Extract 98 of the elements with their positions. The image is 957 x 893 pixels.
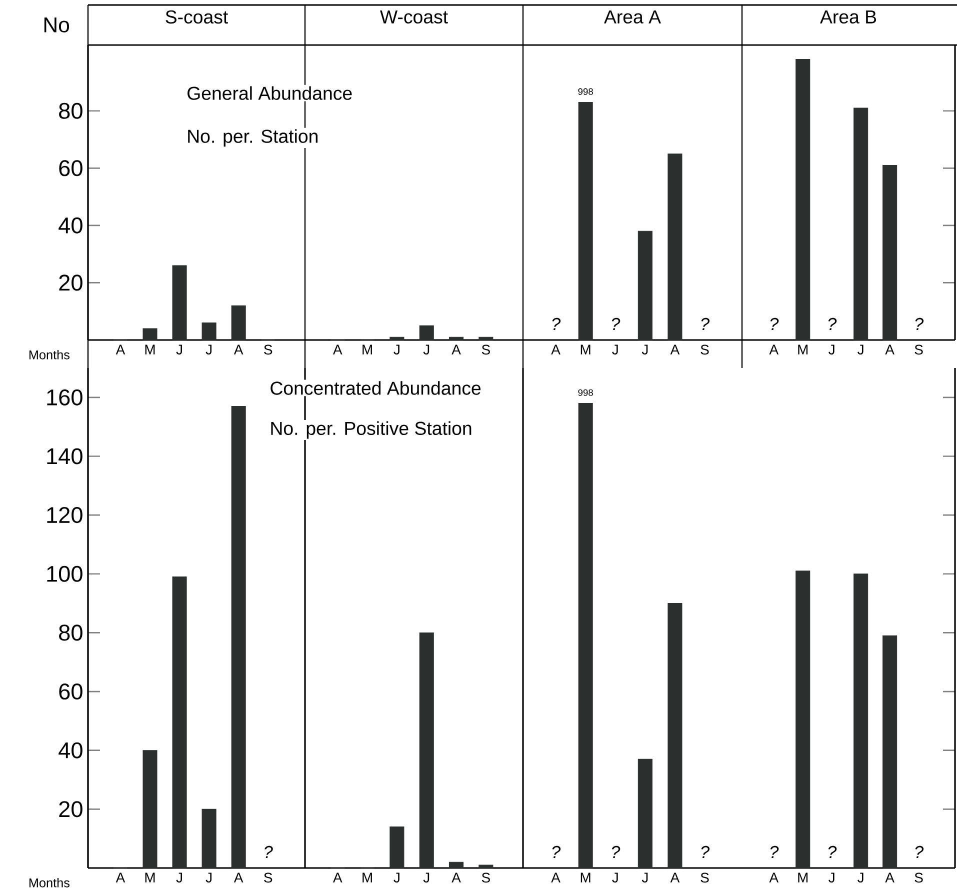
text: ? <box>770 846 779 858</box>
bar <box>231 406 246 868</box>
x-tick-label: J <box>858 344 864 354</box>
x-tick-label: M <box>362 872 372 882</box>
x-tick-label: J <box>206 872 212 882</box>
x-tick-label: J <box>176 344 182 354</box>
x-tick-label: A <box>551 344 560 354</box>
x-tick-label: M <box>362 344 372 354</box>
x-tick-label: J <box>612 872 618 882</box>
x-tick-label: J <box>828 344 834 354</box>
y-tick-label: 20 <box>59 801 82 818</box>
chart-title: W-coast <box>380 10 448 24</box>
x-tick-label: M <box>580 344 590 354</box>
x-tick-label: A <box>234 344 244 354</box>
y-tick-label: 160 <box>47 389 82 406</box>
bar <box>142 750 158 868</box>
x-tick-label: S <box>264 872 272 883</box>
x-tick-label: J <box>206 344 212 354</box>
text: ? <box>828 846 837 858</box>
x-tick-label: A <box>234 872 244 882</box>
bar <box>202 322 216 340</box>
text: ? <box>915 318 924 330</box>
x-tick-label: A <box>769 872 779 882</box>
bar <box>142 328 158 340</box>
y-axis-title: No <box>44 18 70 32</box>
x-tick-label: A <box>885 872 894 882</box>
x-tick-label: S <box>914 344 923 355</box>
x-tick-label: A <box>769 344 779 354</box>
x-tick-label: J <box>858 872 864 882</box>
y-tick-label: 80 <box>59 624 82 641</box>
x-tick-label: A <box>885 344 894 354</box>
x-tick-label: J <box>612 344 618 354</box>
bar <box>419 632 434 868</box>
bar <box>231 305 246 340</box>
annotation: Concentrated Abundance <box>270 381 481 395</box>
x-tick-label: S <box>700 344 709 355</box>
text: ? <box>552 318 561 330</box>
x-tick-label: S <box>482 344 490 355</box>
x-axis-title: Months <box>29 878 70 888</box>
y-tick-label: 40 <box>58 217 82 234</box>
x-tick-label: M <box>798 344 808 354</box>
annotation: No. per. Station <box>188 129 318 147</box>
y-tick-label: 120 <box>47 507 82 524</box>
text: ? <box>552 846 561 858</box>
y-tick-label: 80 <box>59 102 82 119</box>
x-tick-label: S <box>264 344 272 355</box>
text: ? <box>264 846 273 858</box>
x-tick-label: S <box>482 872 490 883</box>
x-tick-label: J <box>828 872 834 882</box>
x-tick-label: J <box>394 344 400 354</box>
bar <box>390 826 404 868</box>
annotation: 998 <box>578 88 593 95</box>
bar <box>478 864 494 868</box>
x-tick-label: A <box>670 872 680 882</box>
x-tick-label: J <box>423 344 430 354</box>
y-tick-label: 60 <box>59 160 82 176</box>
x-tick-label: J <box>642 344 648 354</box>
x-tick-label: A <box>116 872 126 882</box>
x-tick-label: J <box>642 872 648 882</box>
y-tick-label: 40 <box>58 742 82 758</box>
text: ? <box>701 318 710 330</box>
chart-title: Area A <box>604 10 661 24</box>
text: ? <box>915 846 924 858</box>
x-tick-label: M <box>798 872 808 882</box>
x-tick-label: J <box>394 872 400 882</box>
bar <box>172 265 187 340</box>
y-tick-label: 60 <box>59 684 82 700</box>
x-tick-label: A <box>670 344 680 354</box>
bar <box>172 576 187 868</box>
text: ? <box>612 318 620 330</box>
x-tick-label: A <box>332 344 342 354</box>
x-tick-label: M <box>145 872 155 882</box>
x-tick-label: A <box>551 872 560 882</box>
chart-title: Area B <box>820 10 876 24</box>
chart-title: S-coast <box>166 10 228 24</box>
x-tick-label: A <box>452 344 461 354</box>
x-tick-label: S <box>700 872 709 883</box>
bar <box>448 862 464 868</box>
annotation: 998 <box>578 389 593 396</box>
x-tick-label: S <box>914 872 923 883</box>
annotation: General Abundance <box>188 86 352 100</box>
text: ? <box>770 318 779 330</box>
x-tick-label: A <box>452 872 461 882</box>
text: ? <box>828 318 837 330</box>
x-tick-label: M <box>145 344 155 354</box>
text: ? <box>701 846 710 858</box>
x-tick-label: A <box>116 344 126 354</box>
y-tick-label: 140 <box>47 448 82 464</box>
x-tick-label: M <box>580 872 590 882</box>
bar <box>202 808 216 868</box>
x-tick-label: A <box>332 872 342 882</box>
y-tick-label: 20 <box>59 274 82 291</box>
y-tick-label: 100 <box>47 566 82 582</box>
annotation: No. per. Positive Station <box>271 421 472 439</box>
x-tick-label: J <box>423 872 430 882</box>
x-axis-title: Months <box>29 350 70 360</box>
text: ? <box>612 846 620 858</box>
x-tick-label: J <box>176 872 182 882</box>
